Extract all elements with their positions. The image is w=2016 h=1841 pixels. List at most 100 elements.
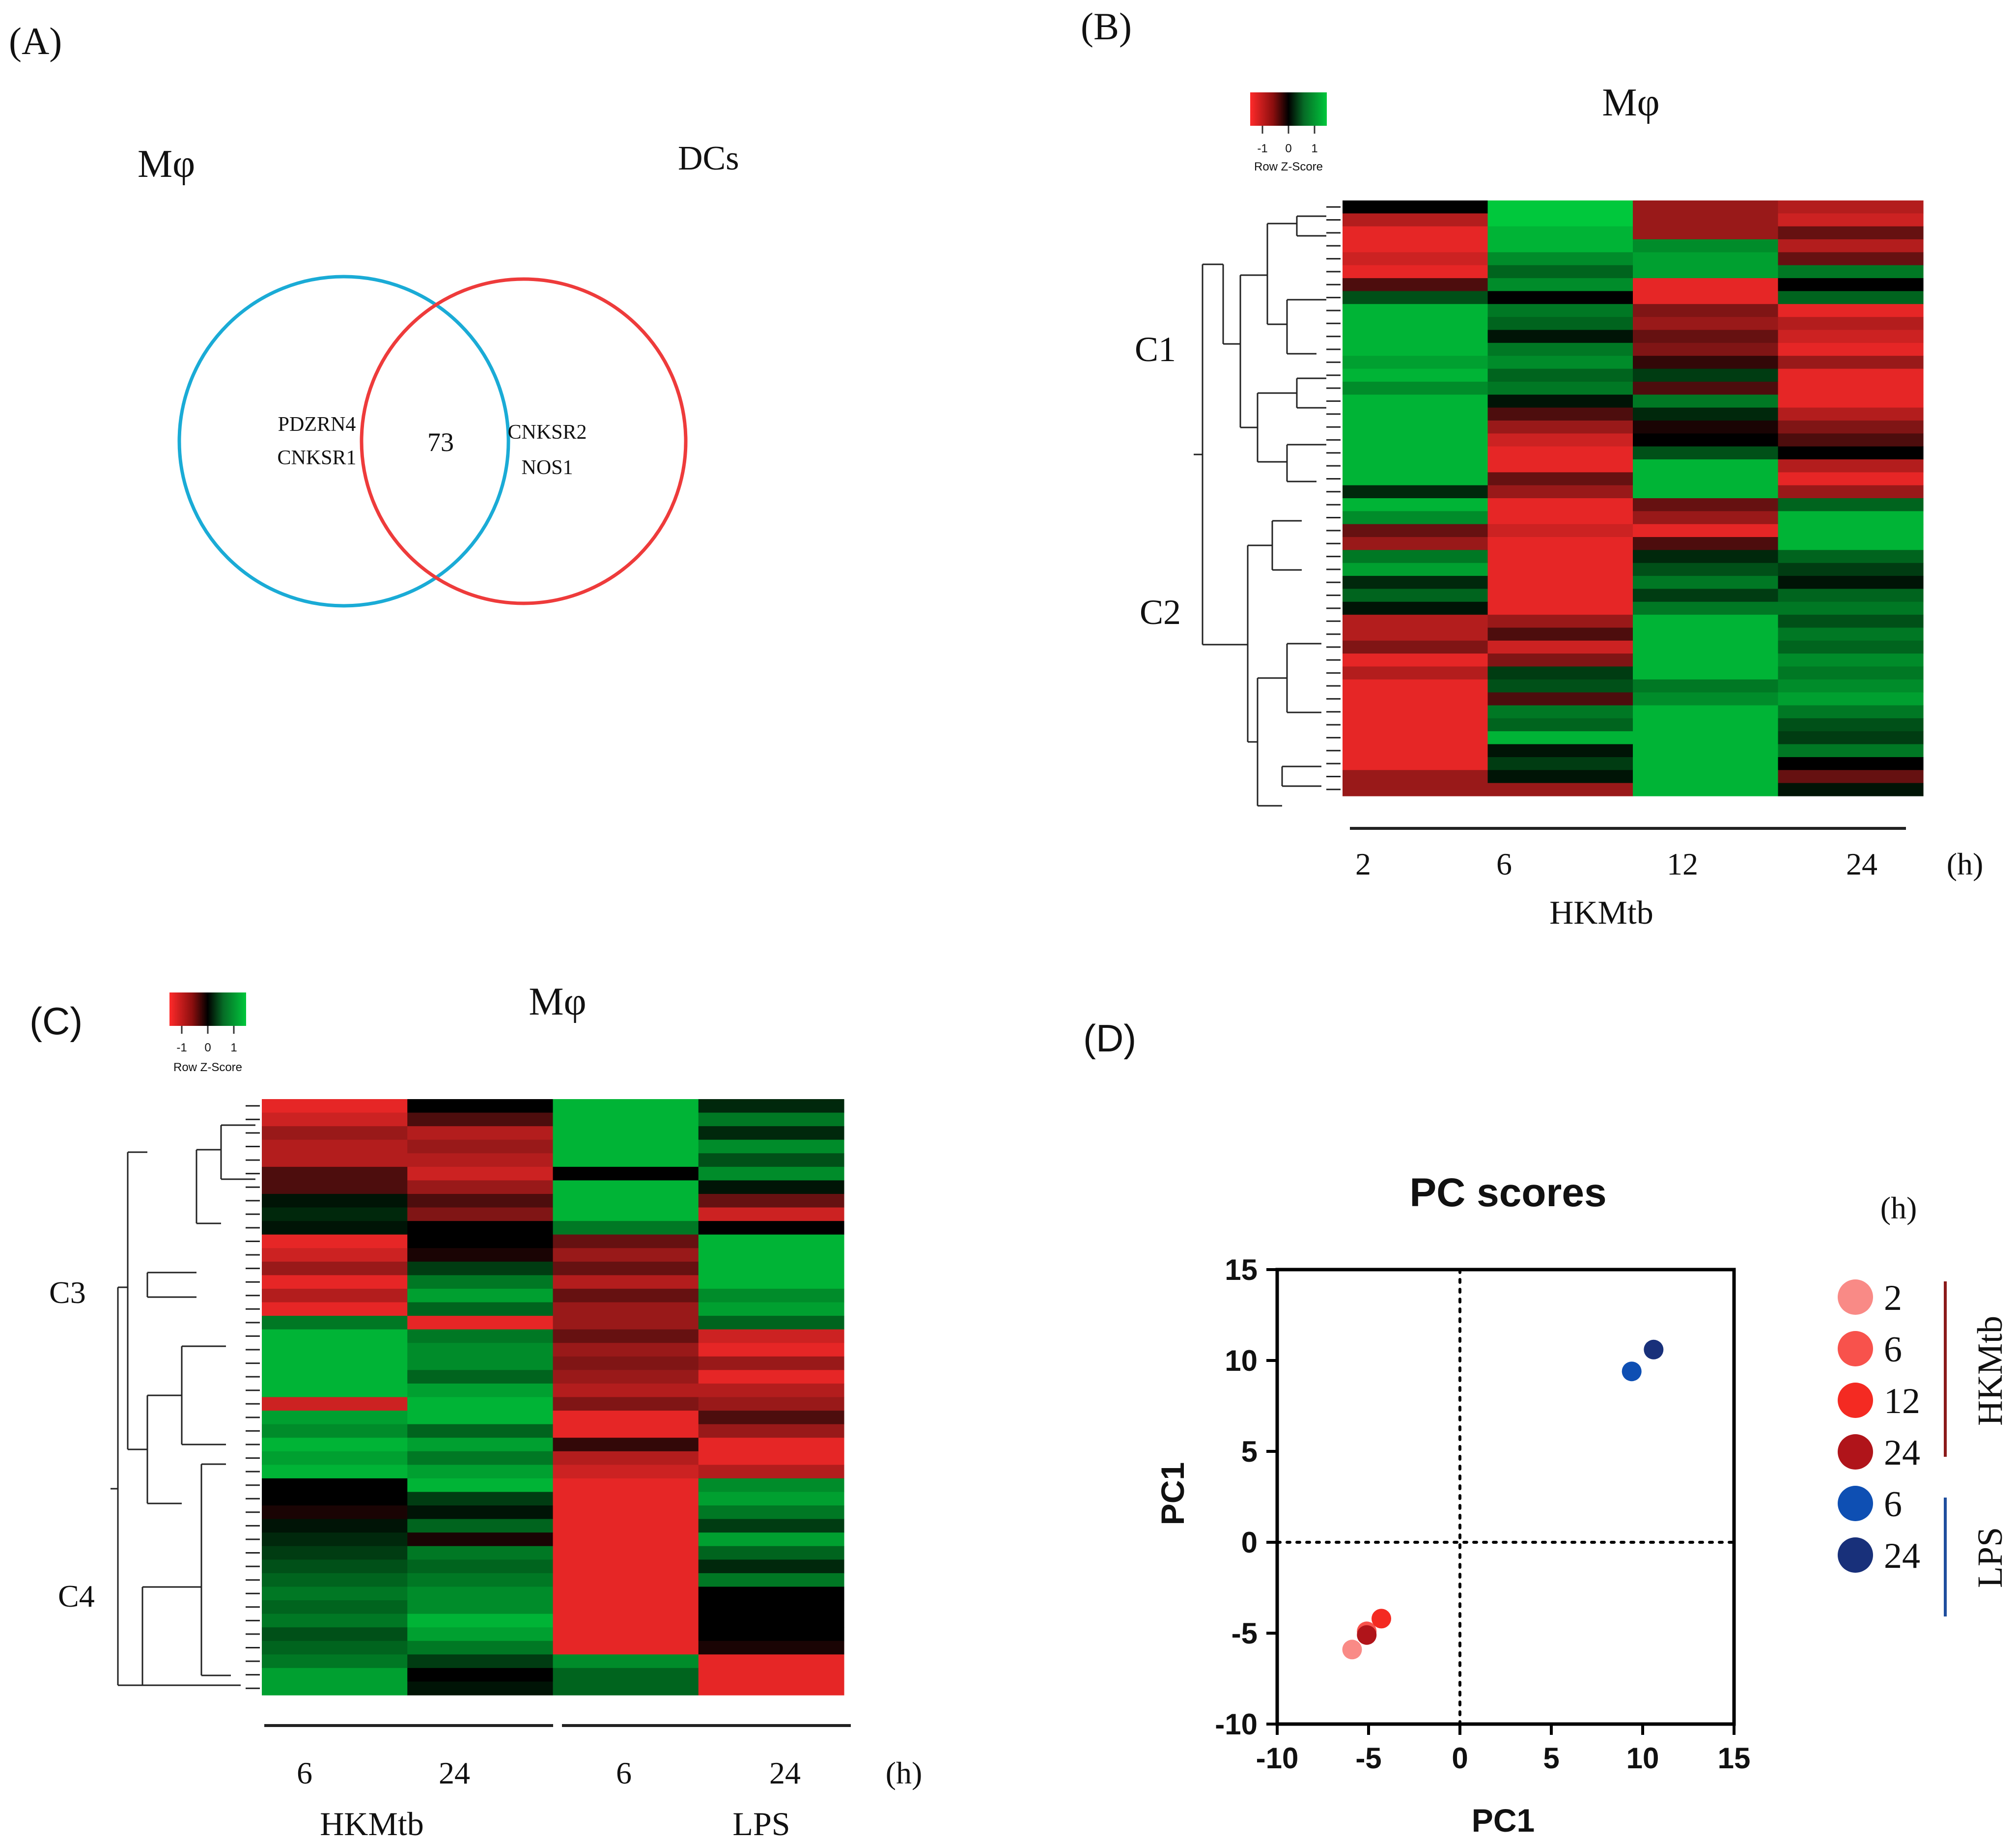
color-key-label: Row Z-Score — [1254, 160, 1323, 173]
heatmap-c-cluster-c3: C3 — [49, 1275, 86, 1310]
heatmap-c-cell — [262, 1424, 408, 1438]
heatmap-b-cell — [1778, 317, 1924, 331]
heatmap-c-cell — [407, 1532, 554, 1547]
heatmap-c-cell — [553, 1559, 699, 1574]
heatmap-b-cell — [1778, 627, 1924, 641]
heatmap-c-cell — [407, 1193, 554, 1208]
heatmap-b-cell — [1343, 770, 1488, 784]
legend-label-hkmtb-2: 2 — [1884, 1278, 1902, 1318]
heatmap-b-cell — [1633, 576, 1779, 590]
pca-point-hkmtb-12h — [1372, 1609, 1392, 1629]
heatmap-c-cell — [262, 1492, 408, 1506]
color-key-tick-0: 0 — [1285, 142, 1291, 155]
heatmap-c-cell — [553, 1302, 699, 1316]
heatmap-b-cell — [1778, 265, 1924, 279]
heatmap-b-cell — [1343, 226, 1488, 240]
heatmap-b-cell — [1487, 485, 1633, 499]
heatmap-c-cell — [407, 1383, 554, 1398]
heatmap-c-cell — [553, 1112, 699, 1127]
venn-left-title: Mφ — [138, 142, 195, 186]
heatmap-c-cell — [553, 1383, 699, 1398]
heatmap-c-cell — [698, 1275, 844, 1289]
heatmap-c-cell — [262, 1451, 408, 1465]
heatmap-b-cell — [1778, 498, 1924, 511]
heatmap-b-unit: (h) — [1947, 847, 1984, 881]
heatmap-c-cell — [698, 1627, 844, 1642]
heatmap-b-cell — [1633, 342, 1779, 356]
heatmap-c-cell — [698, 1478, 844, 1493]
heatmap-b-cell — [1633, 226, 1779, 240]
legend-label-hkmtb-12: 12 — [1884, 1381, 1920, 1421]
heatmap-c-cell — [698, 1586, 844, 1601]
heatmap-b-cell — [1343, 783, 1488, 796]
heatmap-c-cell — [553, 1329, 699, 1343]
venn-diagram: Mφ DCs PDZRN4 CNKSR1 73 CNKSR2 NOS1 — [138, 140, 739, 608]
heatmap-b-cell — [1487, 770, 1633, 784]
heatmap-c-cell — [262, 1193, 408, 1208]
heatmap-c-cell — [407, 1424, 554, 1438]
heatmap-c-col-3: 6 — [616, 1756, 632, 1790]
heatmap-c-cell — [407, 1234, 554, 1248]
pca-reference-lines — [1276, 1268, 1736, 1726]
heatmap-c-cell — [262, 1505, 408, 1520]
heatmap-b-cell — [1343, 511, 1488, 525]
heatmap-c-cell — [262, 1234, 408, 1248]
heatmap-c-cell — [262, 1411, 408, 1425]
heatmap-b-cell — [1343, 317, 1488, 331]
heatmap-c-cell — [262, 1356, 408, 1370]
heatmap-b-cell — [1633, 265, 1779, 279]
heatmap-b-cell — [1778, 226, 1924, 240]
heatmap-b-cell — [1343, 252, 1488, 266]
heatmap-b-cell — [1487, 692, 1633, 706]
heatmap-c-cell — [553, 1614, 699, 1628]
heatmap-b-cell — [1778, 330, 1924, 343]
heatmap-b-cell — [1487, 381, 1633, 395]
venn-left-circle — [177, 275, 510, 608]
heatmap-c-cell — [407, 1478, 554, 1493]
heatmap-c-cell — [407, 1627, 554, 1642]
heatmap-b-cell — [1487, 537, 1633, 550]
color-key-tick-neg1: -1 — [176, 1041, 187, 1054]
heatmap-c-cell — [262, 1302, 408, 1316]
heatmap-b-cell — [1778, 395, 1924, 408]
heatmap-c-cell — [553, 1193, 699, 1208]
heatmap-b-cell — [1778, 615, 1924, 628]
heatmap-c-cell — [262, 1559, 408, 1574]
heatmap-c-cell — [698, 1519, 844, 1533]
heatmap-b-cell — [1778, 653, 1924, 667]
heatmap-b-cell — [1633, 653, 1779, 667]
heatmap-c-cell — [262, 1627, 408, 1642]
heatmap-c-cell — [553, 1492, 699, 1506]
heatmap-c-cell — [407, 1180, 554, 1194]
heatmap-b-cell — [1487, 498, 1633, 511]
heatmap-c-cell — [553, 1586, 699, 1601]
pca-scatter-panel: PC scores -10 -5 0 5 10 15 15 10 5 0 -5 -10 PC1 PC1… — [1154, 1170, 2010, 1839]
heatmap-c-cell — [262, 1261, 408, 1275]
heatmap-c-cell — [698, 1505, 844, 1520]
heatmap-b-cell — [1343, 485, 1488, 499]
heatmap-c-cell — [698, 1641, 844, 1655]
heatmap-c-cell — [553, 1505, 699, 1520]
pca-xlabel: PC1 — [1472, 1802, 1535, 1839]
heatmap-b-cell — [1487, 589, 1633, 602]
heatmap-b-cell — [1343, 407, 1488, 421]
heatmap-c-cell — [698, 1424, 844, 1438]
heatmap-c-cell — [553, 1166, 699, 1181]
heatmap-b-cell — [1487, 679, 1633, 693]
heatmap-b-cell — [1487, 278, 1633, 292]
heatmap-c-cell — [407, 1600, 554, 1614]
heatmap-b-cell — [1633, 705, 1779, 719]
heatmap-c-cell — [553, 1627, 699, 1642]
heatmap-b-cell — [1633, 770, 1779, 784]
heatmap-c-cell — [407, 1668, 554, 1682]
heatmap-c-cell — [553, 1681, 699, 1696]
heatmap-c-cell — [698, 1492, 844, 1506]
heatmap-c-cell — [553, 1532, 699, 1547]
heatmap-c-group-hkmtb: HKMtb — [320, 1805, 424, 1841]
heatmap-c-cell — [553, 1248, 699, 1262]
heatmap-c-cell — [553, 1519, 699, 1533]
heatmap-c-cell — [553, 1139, 699, 1154]
legend-marker-hkmtb-12 — [1838, 1383, 1873, 1418]
heatmap-c-cell — [553, 1126, 699, 1140]
